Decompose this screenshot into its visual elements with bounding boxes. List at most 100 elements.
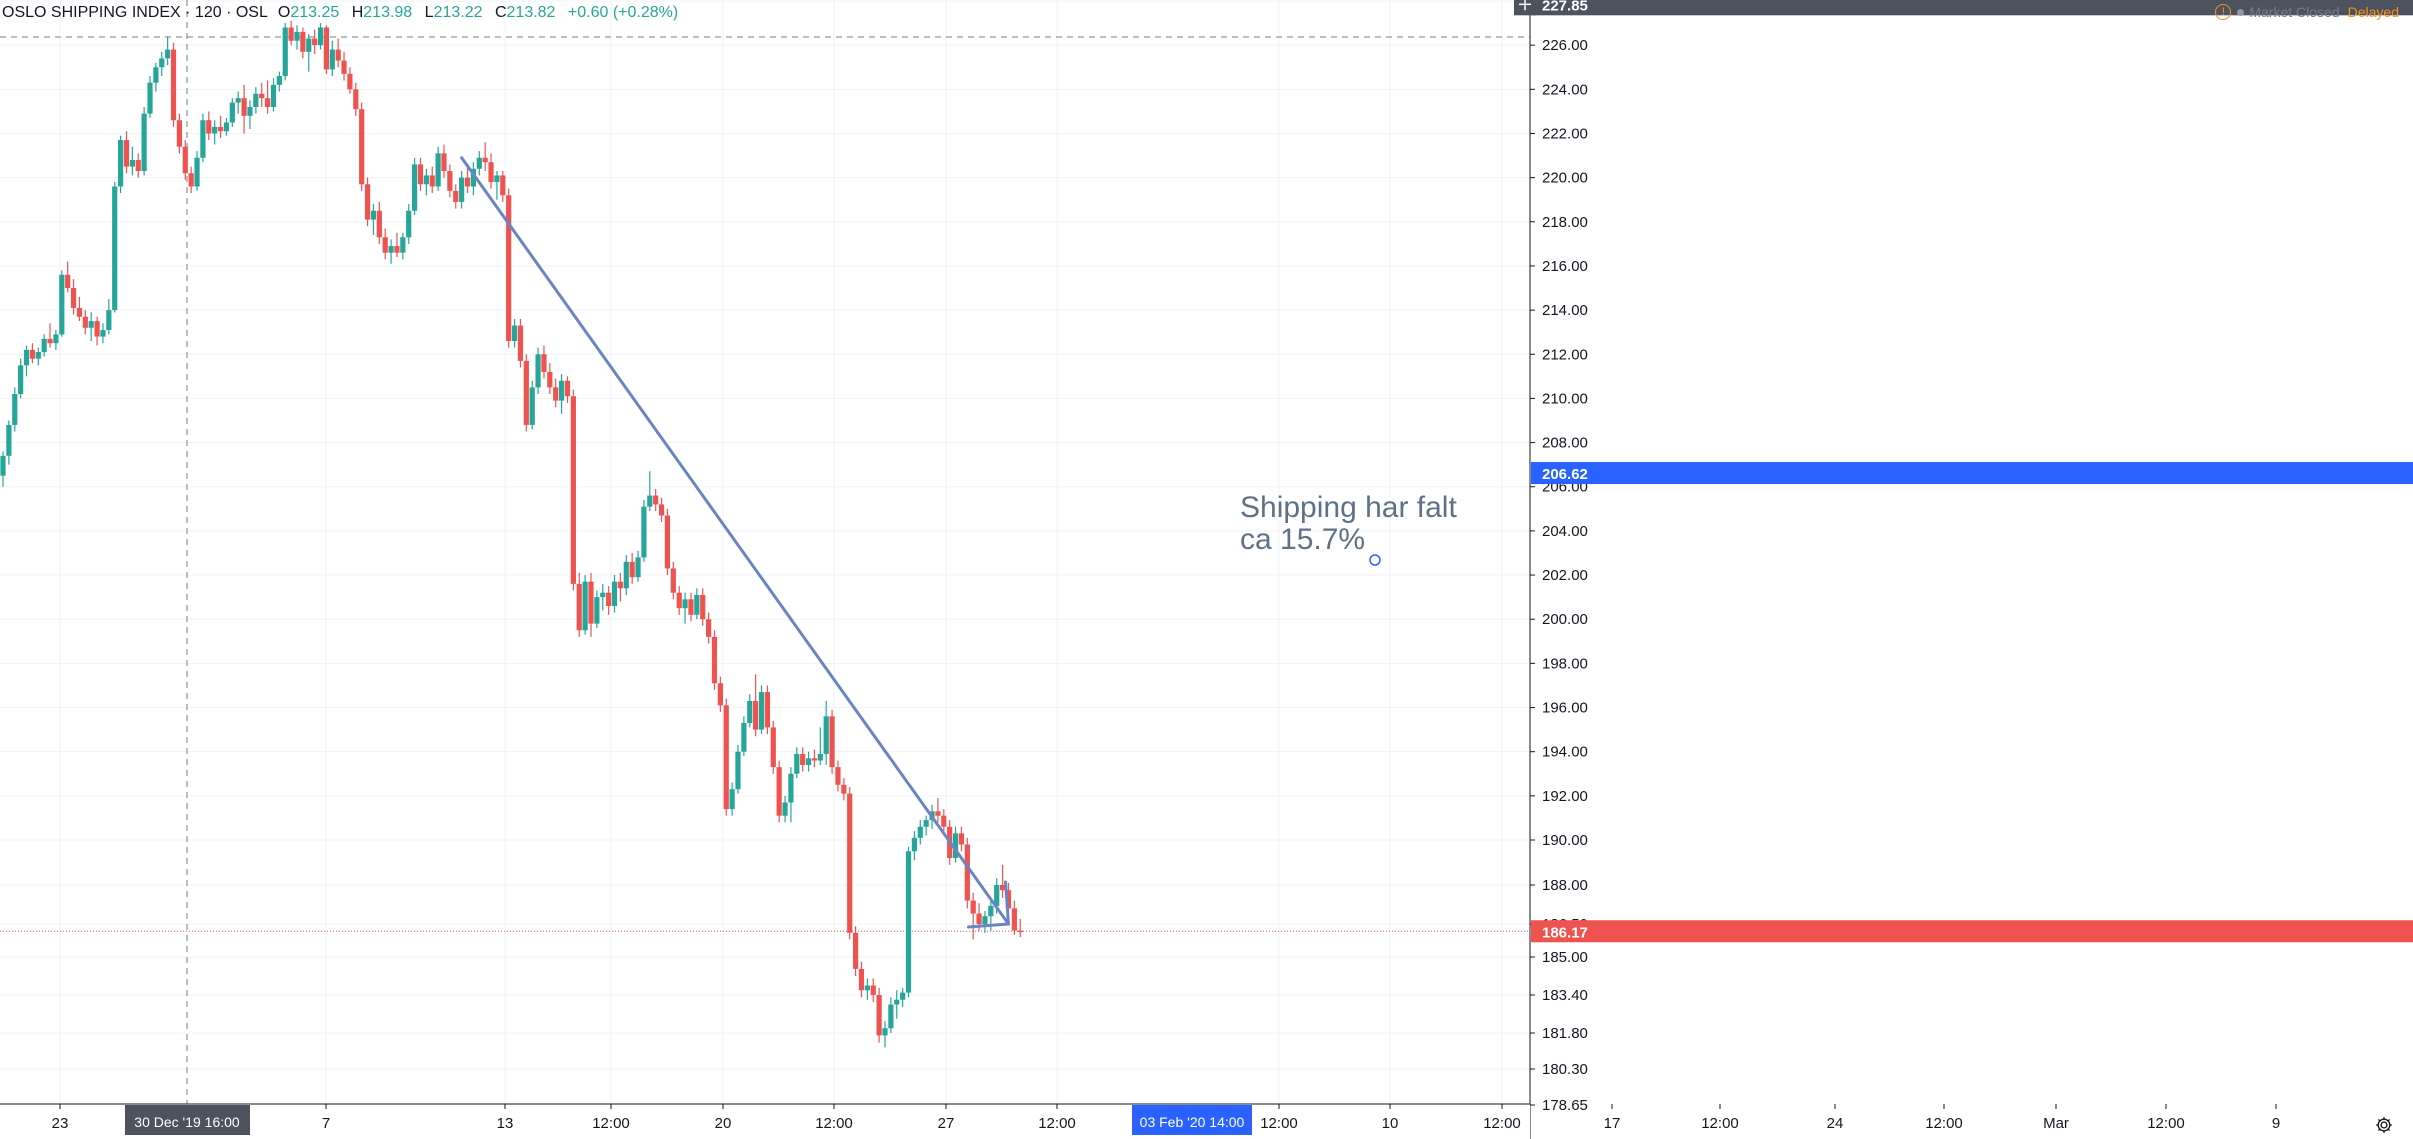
candle-down[interactable] — [711, 636, 718, 684]
candle-up[interactable] — [470, 168, 476, 187]
candle-down[interactable] — [547, 371, 553, 388]
candle-up[interactable] — [435, 153, 441, 187]
candle-up[interactable] — [159, 58, 165, 68]
candle-up[interactable] — [6, 424, 12, 456]
annotation-text-line[interactable]: ca 15.7% — [1240, 523, 1365, 556]
candle-down[interactable] — [517, 325, 524, 361]
candle-down[interactable] — [523, 360, 529, 425]
candle-up[interactable] — [952, 833, 959, 858]
candle-up[interactable] — [788, 773, 794, 803]
candle-down[interactable] — [1017, 930, 1023, 933]
candle-up[interactable] — [88, 321, 94, 328]
candle-down[interactable] — [970, 900, 976, 914]
candle-down[interactable] — [935, 811, 941, 816]
candle-down[interactable] — [676, 592, 682, 609]
candle-down[interactable] — [688, 599, 694, 615]
candle-up[interactable] — [53, 334, 59, 344]
candle-up[interactable] — [476, 157, 482, 169]
candle-down[interactable] — [341, 60, 347, 74]
candle-up[interactable] — [817, 753, 823, 761]
candle-up[interactable] — [635, 557, 641, 578]
candle-down[interactable] — [588, 581, 594, 624]
candle-down[interactable] — [664, 515, 671, 569]
candle-up[interactable] — [582, 581, 588, 631]
candle-up[interactable] — [758, 692, 765, 730]
candle-up[interactable] — [682, 599, 688, 609]
candle-down[interactable] — [723, 705, 729, 810]
candle-down[interactable] — [964, 844, 970, 901]
candle-down[interactable] — [170, 49, 177, 121]
candle-down[interactable] — [841, 784, 847, 794]
candle-up[interactable] — [23, 349, 30, 366]
candle-down[interactable] — [870, 985, 876, 996]
candle-up[interactable] — [59, 274, 65, 335]
candle-down[interactable] — [717, 683, 723, 706]
candle-down[interactable] — [76, 307, 83, 317]
candle-down[interactable] — [417, 164, 424, 185]
candle-up[interactable] — [741, 722, 747, 752]
candle-down[interactable] — [770, 727, 776, 768]
candle-up[interactable] — [594, 597, 600, 624]
candle-up[interactable] — [729, 789, 735, 810]
candle-up[interactable] — [406, 210, 412, 238]
candle-down[interactable] — [376, 210, 382, 238]
candle-down[interactable] — [835, 767, 841, 785]
candle-up[interactable] — [611, 581, 618, 606]
candle-up[interactable] — [917, 826, 923, 838]
candle-down[interactable] — [265, 98, 271, 107]
candle-up[interactable] — [400, 237, 406, 253]
candle-down[interactable] — [958, 833, 965, 845]
candle-down[interactable] — [658, 504, 665, 516]
candle-up[interactable] — [623, 561, 629, 589]
symbol-title[interactable]: OSLO SHIPPING INDEX · 120 · OSL — [2, 4, 268, 21]
candle-up[interactable] — [735, 751, 741, 790]
candle-down[interactable] — [764, 692, 770, 728]
candle-down[interactable] — [464, 177, 471, 187]
candle-down[interactable] — [553, 387, 559, 401]
candle-down[interactable] — [1005, 890, 1012, 909]
candle-up[interactable] — [212, 126, 218, 134]
candle-down[interactable] — [1011, 908, 1017, 931]
candle-down[interactable] — [441, 153, 447, 172]
candle-up[interactable] — [141, 113, 147, 172]
candle-up[interactable] — [106, 310, 112, 330]
candle-down[interactable] — [653, 495, 659, 505]
candle-down[interactable] — [94, 321, 100, 337]
annotation-anchor-handle[interactable] — [1369, 554, 1381, 566]
candle-down[interactable] — [506, 195, 512, 342]
candle-up[interactable] — [12, 394, 18, 425]
candle-down[interactable] — [82, 316, 88, 328]
candle-down[interactable] — [706, 619, 712, 637]
candle-down[interactable] — [500, 175, 506, 196]
candle-up[interactable] — [694, 594, 700, 615]
candle-down[interactable] — [288, 27, 294, 41]
candle-down[interactable] — [323, 27, 329, 70]
candle-down[interactable] — [670, 568, 676, 593]
candle-down[interactable] — [1000, 885, 1006, 891]
candle-up[interactable] — [282, 27, 288, 77]
candle-up[interactable] — [200, 120, 206, 158]
plot-area[interactable] — [0, 0, 1530, 1104]
candle-down[interactable] — [776, 767, 782, 816]
candle-up[interactable] — [41, 338, 47, 353]
candle-up[interactable] — [511, 325, 518, 342]
candle-down[interactable] — [447, 171, 453, 191]
candle-up[interactable] — [0, 455, 6, 476]
candle-up[interactable] — [600, 592, 606, 598]
candle-down[interactable] — [541, 354, 547, 372]
candle-up[interactable] — [782, 802, 788, 816]
candle-down[interactable] — [29, 349, 35, 359]
candle-up[interactable] — [641, 506, 647, 558]
candle-up[interactable] — [911, 837, 917, 852]
candle-up[interactable] — [459, 177, 465, 202]
candle-down[interactable] — [976, 913, 982, 924]
candle-down[interactable] — [811, 758, 818, 761]
candle-up[interactable] — [118, 140, 124, 187]
candle-down[interactable] — [259, 93, 265, 99]
candle-down[interactable] — [800, 753, 806, 765]
trendline-drawing[interactable] — [460, 156, 1010, 926]
candle-up[interactable] — [35, 352, 41, 359]
candle-down[interactable] — [206, 120, 212, 134]
time-axis[interactable] — [0, 1104, 1530, 1139]
